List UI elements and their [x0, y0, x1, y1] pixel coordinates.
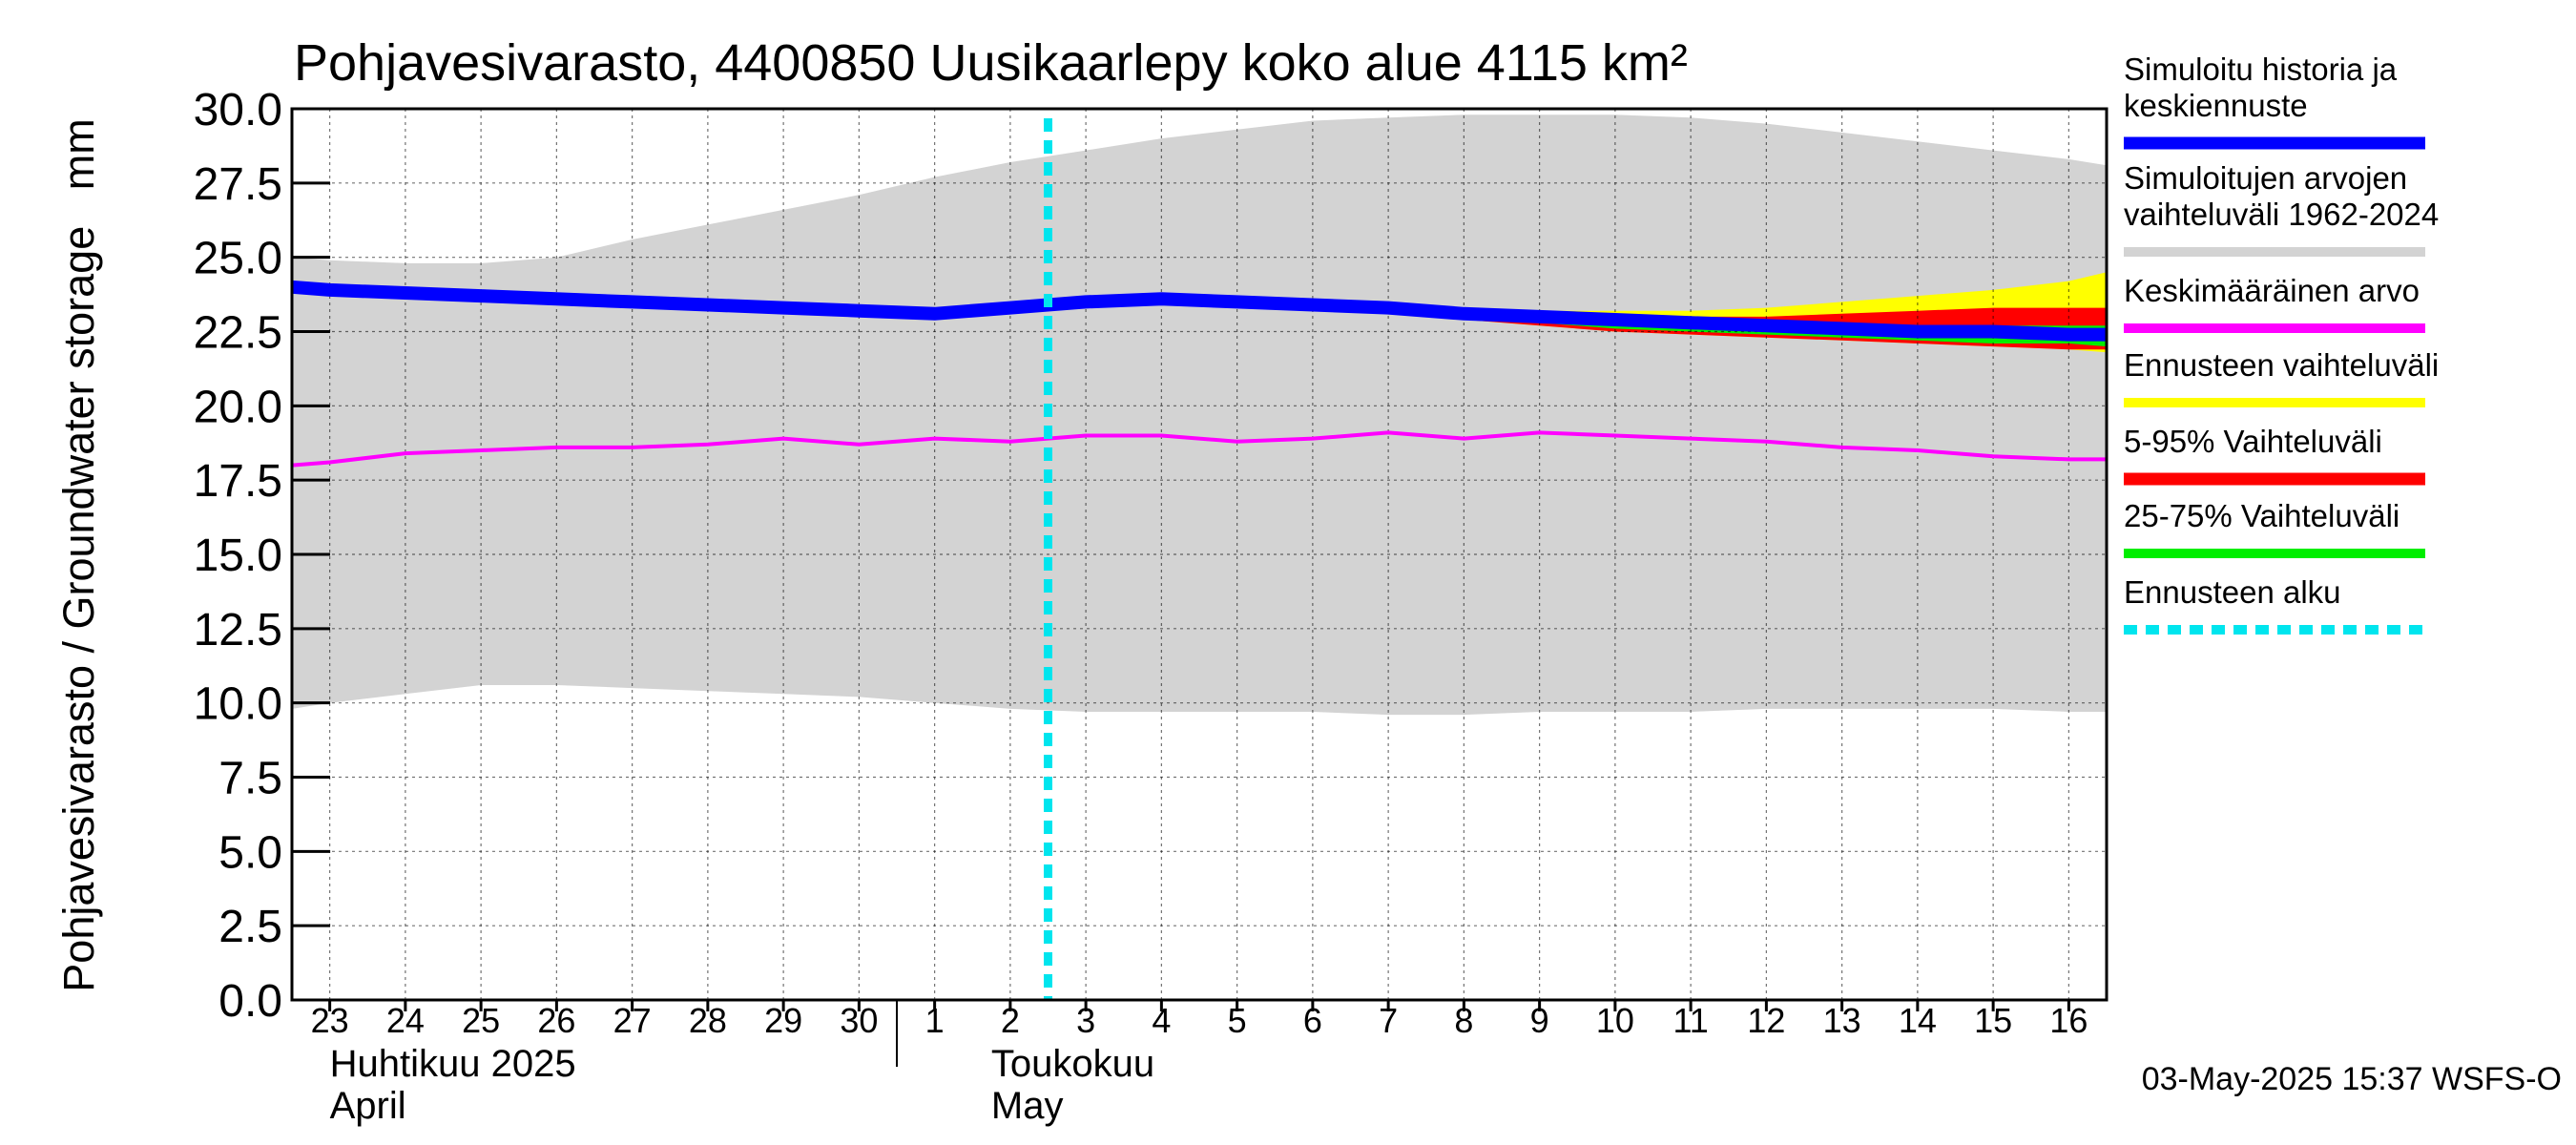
legend-label: vaihteluväli 1962-2024 — [2124, 197, 2439, 232]
x-tick-label: 2 — [1001, 1001, 1020, 1040]
y-tick-label: 30.0 — [194, 85, 282, 135]
y-tick-label: 25.0 — [194, 234, 282, 284]
x-tick-label: 27 — [613, 1001, 652, 1040]
y-tick-label: 27.5 — [194, 159, 282, 210]
x-tick-label: 4 — [1152, 1001, 1171, 1040]
x-tick-label: 11 — [1672, 1001, 1708, 1040]
x-tick-label: 5 — [1228, 1001, 1247, 1040]
x-tick-label: 29 — [764, 1001, 802, 1040]
x-tick-label: 9 — [1530, 1001, 1549, 1040]
x-tick-label: 14 — [1899, 1001, 1937, 1040]
plot-lines — [291, 118, 2107, 1000]
legend-label: Simuloitujen arvojen — [2124, 160, 2407, 196]
x-tick-label: 12 — [1747, 1001, 1785, 1040]
legend-label: keskiennuste — [2124, 88, 2308, 123]
legend-label: Keskimääräinen arvo — [2124, 273, 2420, 308]
y-tick-label: 17.5 — [194, 456, 282, 507]
month-label-en: April — [330, 1085, 406, 1127]
x-tick-label: 28 — [689, 1001, 727, 1040]
legend-label: 25-75% Vaihteluväli — [2124, 498, 2399, 533]
plot-fills — [292, 114, 2107, 716]
x-tick-label: 16 — [2049, 1001, 2088, 1040]
x-tick-label: 30 — [840, 1001, 878, 1040]
y-tick-label: 12.5 — [194, 605, 282, 656]
y-tick-label: 10.0 — [194, 679, 282, 730]
series-line-simuloitu-historia-ja-keskiennuste — [291, 280, 2107, 342]
x-axis-ticks: 23 24 25 26 27 28 29 30 1 2 3 4 5 6 7 8 9 10 11 12 13 14 15 16 — [311, 1000, 2088, 1067]
x-tick-label: 3 — [1076, 1001, 1095, 1040]
x-tick-label: 23 — [311, 1001, 349, 1040]
legend-label: Ennusteen vaihteluväli — [2124, 347, 2439, 383]
x-tick-label: 1 — [925, 1001, 945, 1040]
chart-title: Pohjavesivarasto, 4400850 Uusikaarlepy k… — [294, 34, 1688, 92]
y-tick-label: 15.0 — [194, 531, 282, 581]
x-tick-label: 6 — [1303, 1001, 1322, 1040]
x-tick-label: 7 — [1379, 1001, 1398, 1040]
legend-label: Ennusteen alku — [2124, 574, 2341, 610]
series-line-keskimaarainen-arvo — [291, 430, 2107, 468]
x-tick-label: 8 — [1454, 1001, 1473, 1040]
month-label-en: May — [991, 1085, 1064, 1127]
y-tick-label: 7.5 — [218, 754, 282, 804]
legend-label: 5-95% Vaihteluväli — [2124, 424, 2382, 459]
x-tick-label: 25 — [462, 1001, 500, 1040]
x-tick-label: 26 — [537, 1001, 575, 1040]
x-tick-label: 15 — [1974, 1001, 2012, 1040]
band-simuloitujen-arvojen-vaihteluvali-1962-2024 — [292, 114, 2107, 716]
y-axis-ticks: 0.0 2.5 5.0 7.5 10.0 12.5 15.0 17.5 20.0 22.5 25.0… — [194, 85, 330, 1027]
y-tick-label: 5.0 — [218, 827, 282, 878]
y-tick-label: 20.0 — [194, 382, 282, 432]
x-tick-label: 13 — [1823, 1001, 1861, 1040]
x-tick-label: 24 — [386, 1001, 425, 1040]
month-label-fi: Huhtikuu 2025 — [330, 1043, 576, 1085]
y-axis-label: Pohjavesivarasto / Groundwater storage m… — [54, 118, 103, 991]
y-tick-label: 2.5 — [218, 902, 282, 952]
legend-label: Simuloitu historia ja — [2124, 52, 2398, 87]
footer-timestamp: 03-May-2025 15:37 WSFS-O — [2142, 1061, 2562, 1097]
y-tick-label: 22.5 — [194, 308, 282, 359]
x-tick-label: 10 — [1596, 1001, 1634, 1040]
y-tick-label: 0.0 — [218, 976, 282, 1027]
month-label-fi: Toukokuu — [991, 1043, 1154, 1085]
grid — [292, 109, 2107, 1000]
